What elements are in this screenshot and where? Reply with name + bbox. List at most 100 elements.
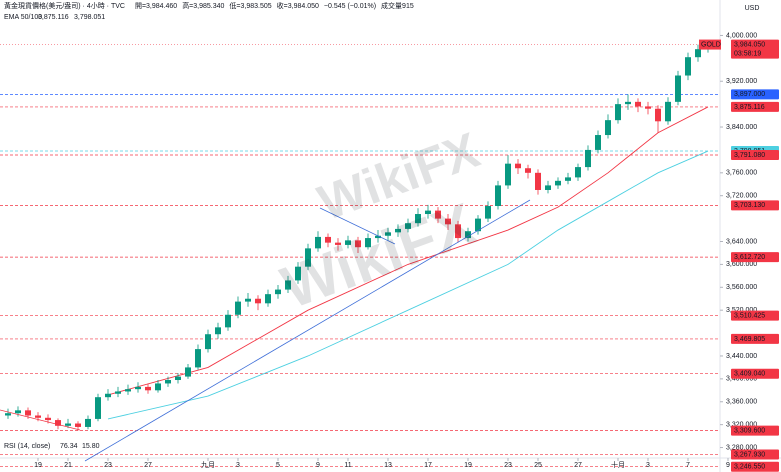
candle-body — [555, 180, 561, 186]
chart-title: 黃金現貨價格(美元/盎司) · 4小時 · TVC — [4, 1, 125, 10]
indicator-value: 3,875.116 — [38, 14, 69, 21]
level-tag — [731, 461, 779, 472]
candle-body — [635, 101, 641, 107]
x-tick-label: 13 — [384, 462, 392, 469]
candle-body — [405, 223, 411, 229]
rsi-value: 15.80 — [82, 443, 100, 450]
candle-body — [675, 75, 681, 102]
candle-body — [595, 135, 601, 150]
level-tag-label: 3,409.040 — [734, 371, 765, 378]
symbol-label: GOLD — [701, 41, 721, 48]
rsi-label: RSI (14, close) — [4, 443, 50, 450]
candle-body — [685, 57, 691, 76]
trend-line — [319, 207, 396, 245]
level-tag — [731, 150, 779, 161]
level-tag — [731, 368, 779, 379]
candle-body — [245, 298, 251, 302]
candle-body — [255, 298, 261, 304]
level-tag-label: 3,897.000 — [734, 91, 765, 98]
x-tick-label: 7 — [686, 462, 690, 469]
candle-body — [695, 49, 701, 58]
candle-body — [15, 410, 21, 414]
candle-body — [5, 413, 11, 416]
x-tick-label: 23 — [104, 462, 112, 469]
rsi-value: 76.34 — [60, 443, 78, 450]
ohlc-text: 高=3,985.340 — [182, 1, 224, 10]
y-tick-label: 3,560.000 — [726, 284, 757, 291]
candle-body — [485, 206, 491, 219]
candle-body — [465, 231, 471, 239]
level-tag-label: 3,791.080 — [734, 152, 765, 159]
candle-body — [355, 240, 361, 248]
ohlc-text: −0.545 (−0.01%) — [324, 3, 376, 10]
candle-body — [85, 418, 91, 427]
currency: USD — [745, 5, 760, 12]
candle-body — [495, 185, 501, 207]
candle-body — [445, 218, 451, 225]
candle-body — [665, 101, 671, 122]
x-tick-label: 十月 — [611, 460, 625, 469]
candle-body — [185, 367, 191, 377]
candle-body — [605, 120, 611, 136]
candle-body — [115, 391, 121, 394]
ema-line — [107, 106, 709, 396]
candle-body — [45, 417, 51, 421]
level-tag-label: 3,246.550 — [734, 464, 765, 471]
x-tick-label: 17 — [424, 462, 432, 469]
x-tick-label: 27 — [144, 462, 152, 469]
y-tick-label: 3,320.000 — [726, 422, 757, 429]
candle-body — [475, 218, 481, 232]
candle-body — [335, 242, 341, 245]
candle-body — [545, 185, 551, 190]
y-tick-label: 3,600.000 — [726, 261, 757, 268]
ohlc-text: 低=3,983.505 — [229, 1, 271, 10]
candle-body — [515, 163, 521, 169]
indicator-label: EMA 50/100 — [4, 14, 42, 21]
ohlc-text: 成交量915 — [381, 1, 414, 10]
candle-body — [315, 236, 321, 249]
x-tick-label: 25 — [534, 462, 542, 469]
price-tag — [731, 39, 779, 59]
candle-body — [455, 224, 461, 239]
candle-body — [295, 266, 301, 281]
level-tag-label: 3,309.600 — [734, 427, 765, 434]
level-tag-label: 3,510.425 — [734, 313, 765, 320]
candle-body — [275, 289, 281, 295]
candle-body — [615, 104, 621, 121]
candle-body — [625, 101, 631, 105]
indicator-value: 3,798.051 — [74, 14, 105, 21]
y-tick-label: 3,360.000 — [726, 399, 757, 406]
y-tick-label: 3,760.000 — [726, 170, 757, 177]
candle-body — [135, 386, 141, 390]
candle-body — [35, 415, 41, 418]
candle-body — [165, 380, 171, 384]
x-tick-label: 27 — [574, 462, 582, 469]
level-tag — [731, 425, 779, 436]
candle-body — [105, 393, 111, 398]
candle-body — [95, 397, 101, 419]
ema-line — [107, 150, 709, 420]
level-tag — [731, 449, 779, 460]
candle-body — [435, 210, 441, 219]
level-tag — [731, 101, 779, 112]
candle-body — [65, 423, 71, 426]
candle-body — [655, 108, 661, 122]
x-tick-label: 九月 — [201, 460, 215, 469]
countdown-label: 03:58:19 — [734, 50, 761, 57]
level-tag — [731, 252, 779, 263]
candle-body — [385, 232, 391, 236]
x-tick-label: 5 — [276, 462, 280, 469]
candle-body — [175, 376, 181, 381]
x-tick-label: 19 — [34, 462, 42, 469]
plot-area — [0, 41, 720, 468]
level-tag-label: 3,612.720 — [734, 254, 765, 261]
candle-body — [225, 314, 231, 328]
candle-body — [25, 410, 31, 416]
x-tick-label: 9 — [726, 462, 730, 469]
level-tag — [731, 333, 779, 344]
trend-line — [0, 409, 81, 431]
candle-body — [325, 236, 331, 243]
candle-body — [585, 149, 591, 168]
